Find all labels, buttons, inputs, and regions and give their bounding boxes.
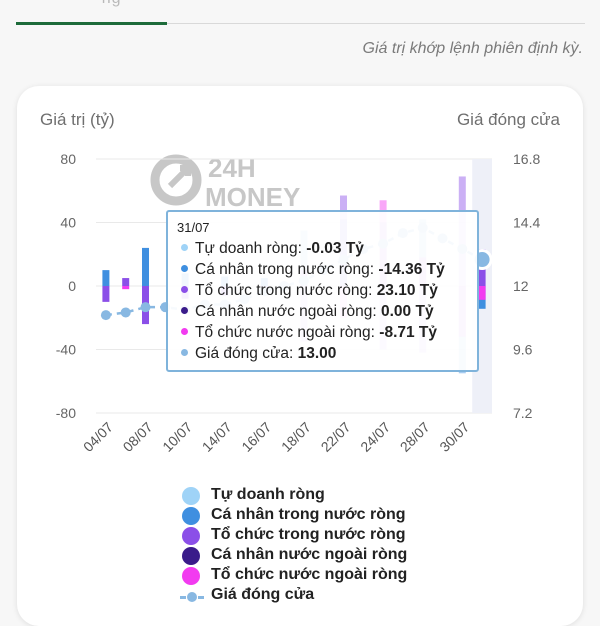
tooltip-row-value: 0.00 Tỷ xyxy=(381,303,434,320)
y-right-tick-label: 12 xyxy=(513,278,529,294)
watermark-text-line1: 24H xyxy=(208,153,256,183)
tooltip-series-dot xyxy=(181,244,188,252)
bar[interactable] xyxy=(102,286,110,302)
tooltip-series-dot xyxy=(181,265,188,273)
legend-color-dot xyxy=(182,547,200,565)
x-tick-label: 28/07 xyxy=(397,419,433,455)
bar[interactable] xyxy=(122,278,130,286)
top-tab-bar: · ng xyxy=(0,0,600,26)
y-right-tick-label: 9.6 xyxy=(513,342,533,358)
tooltip-row-value: 23.10 Tỷ xyxy=(376,282,438,299)
watermark-logo: 24H MONEY xyxy=(150,153,300,212)
tooltip-row-value: -14.36 Tỷ xyxy=(378,261,445,278)
y-right-tick-label: 14.4 xyxy=(513,215,540,231)
close-price-point[interactable] xyxy=(140,302,151,313)
tooltip-row-value: -0.03 Tỷ xyxy=(306,240,364,257)
y-left-tick-label: -80 xyxy=(56,405,76,421)
legend-color-dot xyxy=(182,507,200,525)
tooltip-row: Cá nhân trong nước ròng: -14.36 Tỷ xyxy=(177,259,477,280)
tooltip-row-value: -8.71 Tỷ xyxy=(379,324,438,341)
tooltip-row: Tổ chức nước ngoài ròng: -8.71 Tỷ xyxy=(177,322,477,343)
tooltip-row-value: 13.00 xyxy=(297,345,337,362)
y-left-tick-label: 0 xyxy=(68,278,76,294)
watermark-text-line2: MONEY xyxy=(205,182,300,212)
legend-color-dot xyxy=(182,567,200,585)
y-left-tick-label: -40 xyxy=(56,342,76,358)
chart-subtitle: Giá trị khớp lệnh phiên định kỳ. xyxy=(362,40,583,57)
active-tab-indicator xyxy=(16,22,167,25)
tooltip-row-label: Tự doanh ròng: xyxy=(195,240,307,257)
x-tick-label: 16/07 xyxy=(238,419,274,455)
tooltip-row: Cá nhân nước ngoài ròng: 0.00 Tỷ xyxy=(177,301,477,322)
x-tick-label: 08/07 xyxy=(120,419,156,455)
x-tick-label: 24/07 xyxy=(357,419,393,455)
tooltip-row: Giá đóng cửa: 13.00 xyxy=(177,343,477,364)
tooltip-row-label: Cá nhân nước ngoài ròng: xyxy=(195,303,381,320)
bar[interactable] xyxy=(102,270,110,286)
bar[interactable] xyxy=(142,247,149,286)
tab-label-partial[interactable]: · ng xyxy=(90,0,122,8)
tooltip-row-label: Giá đóng cửa: xyxy=(195,345,298,362)
legend-color-dot xyxy=(182,527,200,545)
x-tick-label: 22/07 xyxy=(318,419,354,455)
watermark-logo-arrow xyxy=(167,165,191,189)
tooltip-row-label: Tổ chức trong nước ròng: xyxy=(195,282,377,299)
tooltip-series-dot xyxy=(181,328,188,336)
legend-label: Tự doanh ròng xyxy=(211,486,325,503)
legend-label: Cá nhân trong nước ròng xyxy=(211,506,406,523)
x-tick-label: 14/07 xyxy=(199,419,235,455)
tooltip-series-dot xyxy=(181,307,188,315)
chart-tooltip: 31/07 Tự doanh ròng: -0.03 Tỷ Cá nhân tro… xyxy=(166,210,479,372)
y-left-tick-label: 40 xyxy=(60,215,76,231)
tab-divider xyxy=(167,23,585,24)
close-price-point[interactable] xyxy=(120,307,131,318)
right-axis-title: Giá đóng cửa xyxy=(456,110,560,129)
legend-color-dot xyxy=(182,487,200,505)
legend-label: Giá đóng cửa xyxy=(211,586,315,603)
y-left-tick-label: 80 xyxy=(60,151,76,167)
legend-label: Tổ chức trong nước ròng xyxy=(211,526,406,543)
close-price-point[interactable] xyxy=(100,310,111,321)
legend-label: Tổ chức nước ngoài ròng xyxy=(211,566,408,583)
tooltip-row: Tổ chức trong nước ròng: 23.10 Tỷ xyxy=(177,280,477,301)
legend-line-dot xyxy=(187,592,197,602)
bar[interactable] xyxy=(122,286,130,290)
y-right-tick-label: 16.8 xyxy=(513,151,540,167)
tooltip-row-label: Tổ chức nước ngoài ròng: xyxy=(195,324,380,341)
x-tick-label: 30/07 xyxy=(436,419,472,455)
tooltip-date: 31/07 xyxy=(177,220,210,235)
bar[interactable] xyxy=(478,286,486,300)
y-right-tick-label: 7.2 xyxy=(513,405,533,421)
tooltip-series-dot xyxy=(181,286,188,294)
x-tick-label: 18/07 xyxy=(278,419,314,455)
legend-label: Cá nhân nước ngoài ròng xyxy=(211,546,408,563)
left-axis-title: Giá trị (tỷ) xyxy=(40,110,115,129)
tooltip-row-label: Cá nhân trong nước ròng: xyxy=(195,261,379,278)
tooltip-series-dot xyxy=(181,349,188,357)
x-tick-label: 04/07 xyxy=(80,419,116,455)
x-tick-label: 10/07 xyxy=(159,419,195,455)
tooltip-row: Tự doanh ròng: -0.03 Tỷ xyxy=(177,238,477,259)
